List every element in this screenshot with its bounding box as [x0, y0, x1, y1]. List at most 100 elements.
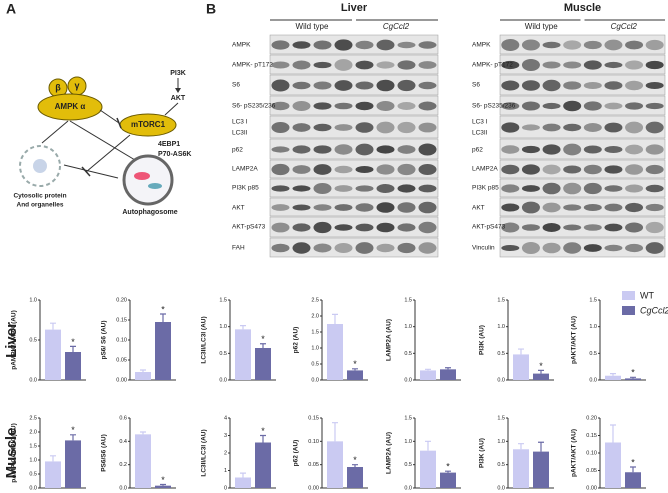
blot-band: [604, 244, 623, 252]
y-tick-label: 1: [224, 468, 227, 474]
significance: *: [353, 455, 357, 465]
blot-band: [313, 123, 332, 132]
blot-band: [271, 40, 290, 50]
error-bar: [425, 440, 431, 451]
blot-band: [542, 164, 561, 175]
blot-band: [292, 101, 311, 111]
blot-row-label: AKT-pS473: [472, 224, 506, 231]
autophagosome-icon: [148, 183, 162, 189]
blot-row-label: AKT: [232, 205, 245, 212]
blot-band: [397, 242, 416, 254]
inhibit-line: [85, 134, 131, 173]
y-tick-label: 0.00: [308, 485, 319, 491]
blot-band: [376, 202, 395, 213]
blot-strip: [269, 197, 439, 217]
blot-strip: [499, 216, 666, 238]
blot-title: Muscle: [564, 2, 601, 14]
blot-band: [292, 185, 311, 192]
blot-band: [501, 164, 520, 175]
y-tick-label: 1.5: [311, 329, 319, 335]
blot-band: [645, 102, 664, 110]
bar: [440, 369, 456, 380]
blot-band: [418, 143, 437, 156]
blot-title: Liver: [341, 2, 368, 14]
y-tick-label: 1.0: [404, 324, 412, 330]
error-bar: [260, 434, 266, 443]
group-label: Wild type: [296, 22, 329, 31]
blot-row-label: LC3II: [232, 130, 248, 137]
y-axis-label: PI3K (AU): [479, 438, 486, 468]
y-tick-label: 1.5: [497, 297, 505, 303]
blot-band: [376, 79, 395, 92]
y-tick-label: 1.5: [497, 415, 505, 421]
blot-band: [645, 82, 664, 89]
y-tick-label: 0.5: [29, 337, 37, 343]
blot-band: [376, 164, 395, 175]
blot-band: [625, 60, 644, 70]
blot-row-label: AKT: [472, 205, 485, 212]
y-axis-label: pAKT/AKT (AU): [571, 429, 578, 477]
autophagosome-icon: [122, 154, 174, 206]
blot-band: [563, 40, 582, 50]
bar: [347, 467, 363, 488]
blot-band: [563, 204, 582, 211]
y-tick-label: 0.0: [29, 485, 37, 491]
blot-band: [542, 182, 561, 195]
blot-band: [418, 201, 437, 214]
y-tick-label: 1.0: [589, 324, 597, 330]
blot-row-label: AMPK: [472, 42, 491, 49]
blot-band: [376, 39, 395, 51]
blot-band: [418, 184, 437, 193]
significance: *: [161, 304, 165, 314]
cargo-label: Cytosolic protein: [13, 193, 66, 200]
y-axis-label: LC3II/LC3I (AU): [201, 316, 208, 363]
blot-band: [355, 185, 374, 192]
blot-band: [521, 242, 540, 254]
group-label: Wild type: [525, 22, 558, 31]
error-bar: [425, 368, 431, 371]
bar: [625, 472, 641, 488]
blot-band: [271, 146, 290, 153]
y-tick-label: 4: [224, 415, 227, 421]
blot-strip: [269, 237, 439, 258]
blot-band: [271, 185, 290, 192]
blot-band: [645, 164, 664, 175]
row-label: Muscle: [3, 428, 20, 479]
blot-band: [521, 59, 540, 71]
y-axis-label: LC3II/LC3I (AU): [201, 429, 208, 476]
gamma-label: γ: [74, 80, 79, 90]
blot-band: [418, 221, 437, 234]
y-tick-label: 0.10: [116, 337, 127, 343]
blot-strip: [499, 34, 666, 55]
blot-band: [645, 221, 664, 234]
blot-band: [376, 101, 395, 111]
group-label: CgCcl2: [383, 22, 410, 31]
bar: [347, 370, 363, 380]
y-tick-label: 0.0: [119, 485, 127, 491]
blot-row-label: PI3K p85: [472, 185, 499, 192]
blot-band: [292, 123, 311, 132]
blot-band: [625, 102, 644, 110]
blot-strip: [499, 115, 666, 139]
group-label: CgCcl2: [611, 22, 638, 31]
blot-band: [271, 222, 290, 233]
significance: *: [631, 457, 635, 467]
blot-band: [397, 223, 416, 232]
blot-band: [521, 201, 540, 214]
blot-band: [645, 242, 664, 254]
blot-band: [376, 145, 395, 154]
blot-band: [355, 166, 374, 173]
target-label: 4EBP1: [158, 141, 180, 148]
blot-band: [583, 244, 602, 252]
blot-band: [418, 61, 437, 69]
y-axis-label: p62 (AU): [293, 440, 300, 467]
blot-band: [625, 202, 644, 213]
blot-band: [542, 41, 561, 49]
row-label: Liver: [3, 322, 20, 358]
blot-band: [625, 243, 644, 253]
cargo-icon: [19, 145, 61, 187]
significance: *: [631, 368, 635, 378]
y-tick-label: 0.5: [404, 462, 412, 468]
blot-row-label: S6- pS235/236: [232, 103, 276, 110]
